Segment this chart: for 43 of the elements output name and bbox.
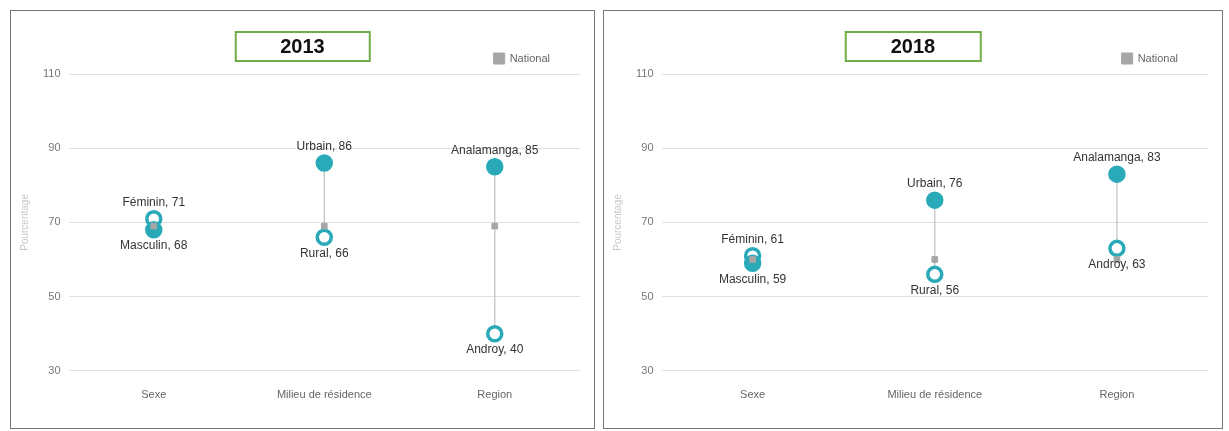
legend-label: National	[1137, 51, 1178, 64]
x-tick-label: Region	[1099, 388, 1135, 401]
data-label: Urbain, 86	[296, 139, 353, 154]
point	[315, 154, 334, 172]
x-tick-label: Sexe	[141, 388, 167, 401]
y-tick-label: 110	[635, 67, 654, 80]
x-tick-label: Sexe	[740, 388, 766, 401]
point	[486, 324, 504, 343]
legend-label: National	[509, 51, 550, 64]
point	[486, 158, 504, 176]
data-label: Analamanga, 85	[451, 143, 539, 158]
data-label: Urbain, 76	[907, 176, 963, 191]
point	[926, 265, 944, 284]
y-tick-label: 30	[48, 363, 61, 376]
point	[320, 222, 328, 230]
point	[926, 191, 944, 209]
point	[931, 256, 939, 263]
point	[1108, 239, 1126, 258]
data-label: Masculin, 68	[120, 238, 188, 253]
y-tick-label: 50	[48, 289, 61, 302]
data-label: Masculin, 59	[718, 271, 787, 286]
data-label: Androy, 40	[466, 342, 524, 357]
data-label: Androy, 63	[1088, 256, 1146, 271]
point	[1108, 165, 1126, 183]
y-tick-label: 110	[42, 67, 61, 80]
x-tick-label: Region	[477, 388, 513, 401]
data-label: Analamanga, 83	[1073, 150, 1161, 165]
y-tick-label: 50	[641, 289, 654, 302]
chart-title: 2018	[844, 31, 982, 62]
x-tick-label: Milieu de résidence	[276, 388, 372, 401]
y-tick-label: 30	[641, 363, 654, 376]
chart-title: 2013	[234, 31, 371, 62]
y-tick-label: 90	[48, 141, 61, 154]
y-tick-label: 70	[641, 215, 654, 228]
y-tick-label: 70	[48, 215, 61, 228]
x-tick-label: Milieu de résidence	[887, 388, 983, 401]
data-label: Rural, 66	[299, 245, 349, 260]
y-tick-label: 90	[641, 141, 654, 154]
data-label: Rural, 56	[910, 282, 960, 297]
point	[315, 228, 334, 246]
data-label: Féminin, 71	[122, 195, 186, 209]
data-label: Féminin, 61	[721, 232, 785, 247]
point	[491, 222, 499, 230]
